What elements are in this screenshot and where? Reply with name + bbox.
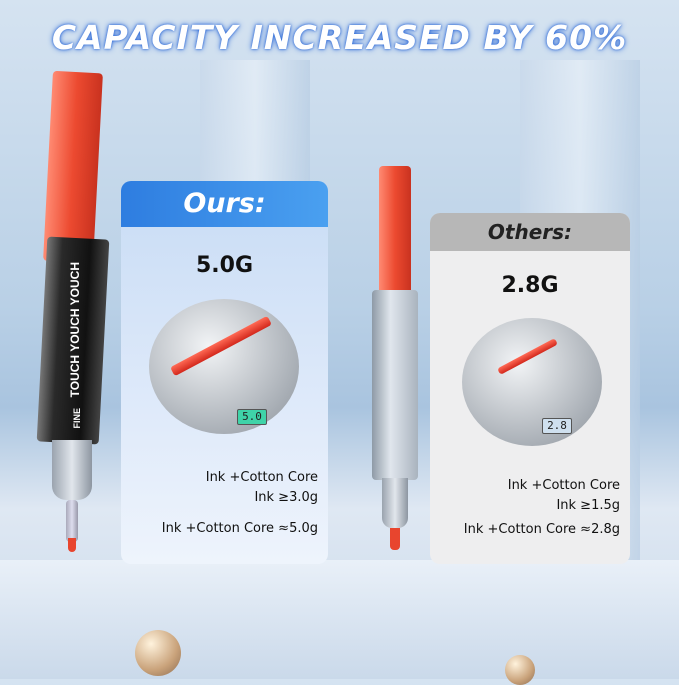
ours-weight: 5.0G — [195, 253, 254, 278]
others-weight: 2.8G — [501, 273, 559, 298]
others-line2: Ink ≥1.5g — [556, 498, 620, 513]
marker-tip — [66, 500, 78, 542]
ours-line3: Ink +Cotton Core ≈5.0g — [161, 521, 318, 536]
marker-tip-sleeve — [52, 440, 92, 500]
ours-scale-reading: 5.0 — [237, 409, 267, 425]
floor — [0, 560, 679, 679]
ours-line2: Ink ≥3.0g — [254, 490, 318, 505]
marker-brand: TOUCH YOUCH YOUCH — [68, 262, 82, 398]
ours-line1: Ink +Cotton Core — [205, 470, 318, 485]
ours-title: Ours: — [121, 181, 328, 227]
scale-icon — [462, 318, 602, 446]
marker-nib — [390, 528, 400, 550]
others-card: Others: 2.8G 2.8 Ink +Cotton Core Ink ≥1… — [430, 213, 630, 564]
marker-nib — [68, 538, 76, 552]
decorative-sphere — [505, 655, 535, 685]
others-line3: Ink +Cotton Core ≈2.8g — [463, 522, 620, 537]
decorative-sphere — [135, 630, 181, 676]
marker-tip — [382, 478, 408, 528]
headline: CAPACITY INCREASED BY 60% — [51, 18, 628, 57]
others-scale-reading: 2.8 — [542, 418, 572, 434]
marker-ink-core — [43, 70, 103, 264]
others-title: Others: — [430, 213, 630, 251]
ours-card: Ours: 5.0G 5.0 Ink +Cotton Core Ink ≥3.0… — [121, 181, 328, 564]
others-line1: Ink +Cotton Core — [507, 478, 620, 493]
marker-barrel — [372, 290, 418, 480]
marker-tip-label: FINE — [72, 408, 82, 429]
